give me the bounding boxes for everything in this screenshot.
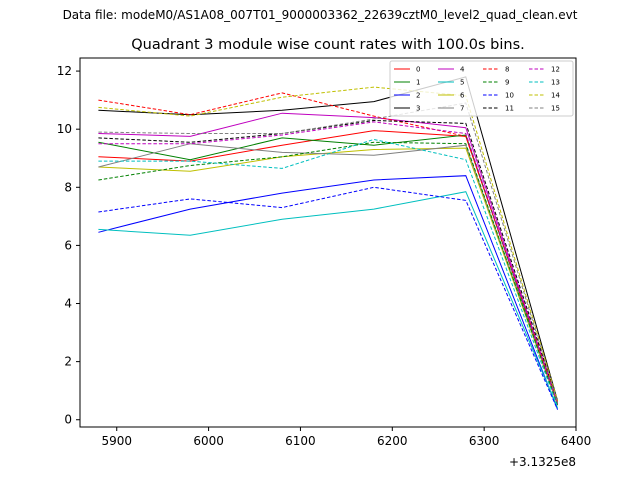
series-line-15 [98,102,559,403]
series-line-5 [98,191,559,409]
legend-box [389,60,574,117]
legend-label-8: 8 [505,66,509,74]
series-line-6 [98,147,559,406]
legend-label-11: 11 [505,105,514,113]
y-tick-label: 10 [57,122,72,136]
y-tick-label: 4 [64,297,72,311]
chart-title: Quadrant 3 module wise count rates with … [131,37,525,53]
series-line-14 [98,86,559,402]
legend-label-6: 6 [460,92,465,100]
series-line-13 [98,138,559,407]
y-axis: 0 2 4 6 8 10 12 [57,64,80,427]
series-line-0 [98,130,559,403]
y-tick-label: 0 [64,413,72,427]
series-line-12 [98,121,559,404]
y-tick-label: 12 [57,64,72,78]
legend-label-13: 13 [551,79,560,87]
legend-label-7: 7 [460,105,464,113]
x-tick-label: 6200 [377,434,408,448]
series-line-9 [98,141,559,406]
y-tick-label: 2 [64,355,72,369]
y-tick-label: 8 [64,180,72,194]
series-line-10 [98,186,559,410]
legend-label-10: 10 [505,92,514,100]
x-tick-label: 6300 [469,434,500,448]
y-tick-label: 6 [64,238,72,252]
plot-lines [98,76,559,410]
series-line-2 [98,175,559,410]
series-line-1 [98,134,559,406]
legend-label-9: 9 [505,79,509,87]
legend-label-2: 2 [416,92,420,100]
legend-label-0: 0 [416,66,420,74]
legend-label-5: 5 [460,79,464,87]
series-line-11 [98,119,559,402]
series-line-3 [98,76,559,402]
x-tick-label: 6400 [561,434,592,448]
legend-label-14: 14 [551,92,560,100]
series-line-7 [98,143,559,404]
series-line-4 [98,112,559,404]
x-offset-label: +3.1325e8 [509,455,576,469]
legend-label-3: 3 [416,105,420,113]
x-tick-label: 6100 [285,434,316,448]
legend-label-15: 15 [551,105,560,113]
legend-label-4: 4 [460,66,465,74]
x-tick-label: 5900 [101,434,132,448]
plot-frame [79,57,577,428]
legend-label-1: 1 [416,79,420,87]
x-tick-label: 6000 [193,434,224,448]
x-axis: 5900 6000 6100 6200 6300 6400 [101,427,591,448]
chart-suptitle: Data file: modeM0/AS1A08_007T01_90000033… [63,8,578,22]
series-line-8 [98,92,559,403]
legend-label-12: 12 [551,66,560,74]
